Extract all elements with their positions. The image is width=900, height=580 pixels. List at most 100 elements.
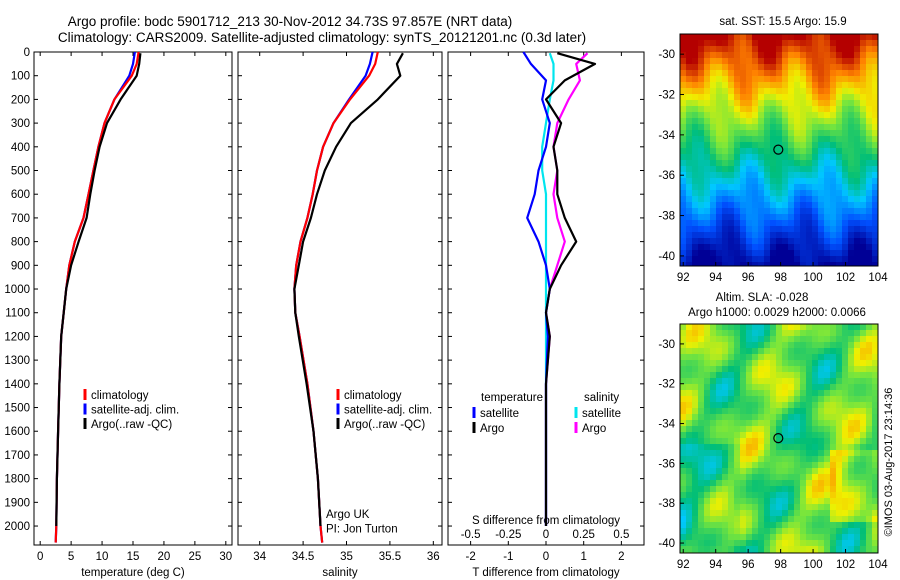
sla-map-cell: [812, 330, 818, 336]
sst-map-cell: [806, 262, 812, 266]
sst-map-cell: [818, 250, 824, 256]
sst-map-cell: [704, 148, 710, 154]
sst-map-cell: [704, 58, 710, 64]
sst-map-cell: [794, 34, 800, 40]
annotation-text: PI: Jon Turton: [326, 524, 398, 536]
sst-map-cell: [734, 262, 740, 266]
sst-map-cell: [680, 244, 686, 250]
sla-map-cell: [716, 522, 722, 528]
sla-map-cell: [728, 468, 734, 474]
sst-map-cell: [722, 142, 728, 148]
sst-map-cell: [788, 142, 794, 148]
y-tick-label: 200: [11, 94, 30, 106]
sla-map-cell: [818, 450, 824, 456]
sst-map-cell: [782, 160, 788, 166]
sst-map-cell: [782, 262, 788, 266]
sst-map-cell: [788, 106, 794, 112]
sla-map-cell: [704, 444, 710, 450]
sla-map-cell: [692, 468, 698, 474]
sla-map-cell: [866, 516, 872, 522]
sla-map-cell: [758, 450, 764, 456]
sst-map-cell: [740, 256, 746, 262]
sla-map-cell: [818, 360, 824, 366]
sst-map-cell: [686, 52, 692, 58]
sla-map-cell: [692, 402, 698, 408]
sst-map-cell: [698, 76, 704, 82]
sla-map-cell: [788, 540, 794, 546]
sst-map-cell: [734, 172, 740, 178]
sla-map-cell: [758, 432, 764, 438]
sst-map-cell: [818, 166, 824, 172]
sst-map-cell: [740, 136, 746, 142]
sla-map-cell: [740, 378, 746, 384]
sla-map-cell: [698, 360, 704, 366]
sla-map-cell: [758, 546, 764, 552]
sst-map-cell: [872, 52, 878, 58]
sla-map-cell: [722, 354, 728, 360]
sla-map-cell: [752, 324, 758, 330]
sst-map-cell: [710, 226, 716, 232]
sst-map-cell: [866, 190, 872, 196]
sst-map-cell: [830, 142, 836, 148]
sla-map-cell: [818, 354, 824, 360]
sla-map-cell: [746, 456, 752, 462]
sst-map-cell: [824, 238, 830, 244]
sst-map-cell: [818, 172, 824, 178]
sla-map-cell: [836, 396, 842, 402]
sst-map-cell: [734, 148, 740, 154]
sla-map-cell: [794, 546, 800, 552]
sla-map-cell: [830, 480, 836, 486]
sla-map-cell: [812, 522, 818, 528]
sla-map-cell: [842, 462, 848, 468]
sst-map-cell: [800, 244, 806, 250]
sla-map-cell: [866, 450, 872, 456]
sla-map-cell: [872, 504, 878, 510]
sst-map-cell: [818, 94, 824, 100]
sla-map-cell: [788, 462, 794, 468]
sst-map-cell: [698, 148, 704, 154]
sst-map-cell: [692, 64, 698, 70]
sst-map-cell: [770, 136, 776, 142]
sst-map-cell: [728, 58, 734, 64]
sla-map-cell: [746, 342, 752, 348]
sst-map-cell: [788, 58, 794, 64]
sla-map-cell: [836, 336, 842, 342]
sla-map-cell: [722, 516, 728, 522]
map-y-tick-label: -34: [658, 419, 675, 431]
sla-map-cell: [734, 402, 740, 408]
sla-map-cell: [842, 342, 848, 348]
sst-map-cell: [872, 166, 878, 172]
sst-map-panel: 92 94 96 98 100 102 104-30-32-34-36-38-40sat. …: [658, 16, 888, 284]
sst-map-cell: [680, 178, 686, 184]
sla-map-cell: [758, 384, 764, 390]
y-tick-label: 1800: [4, 474, 30, 486]
sla-map-cell: [824, 534, 830, 540]
sst-map-cell: [806, 166, 812, 172]
sla-map-cell: [830, 534, 836, 540]
sst-map-cell: [734, 124, 740, 130]
sst-map-cell: [728, 244, 734, 250]
sla-map-cell: [848, 534, 854, 540]
sla-map-cell: [770, 468, 776, 474]
sla-map-cell: [764, 414, 770, 420]
sst-map-cell: [782, 148, 788, 154]
sst-map-cell: [728, 196, 734, 202]
sst-map-cell: [698, 46, 704, 52]
sst-map-cell: [812, 64, 818, 70]
sla-map-cell: [776, 444, 782, 450]
sst-map-cell: [752, 190, 758, 196]
sst-map-cell: [794, 250, 800, 256]
sst-map-cell: [830, 184, 836, 190]
sst-map-cell: [818, 112, 824, 118]
sst-map-cell: [692, 100, 698, 106]
sst-map-cell: [782, 136, 788, 142]
sla-map-cell: [692, 504, 698, 510]
sst-map-cell: [746, 76, 752, 82]
sla-map-cell: [776, 348, 782, 354]
sst-map-cell: [842, 196, 848, 202]
sla-map-cell: [704, 504, 710, 510]
sla-map-cell: [764, 432, 770, 438]
sla-map-cell: [692, 330, 698, 336]
sst-map-cell: [710, 106, 716, 112]
map-x-tick-label: 98: [774, 272, 787, 284]
